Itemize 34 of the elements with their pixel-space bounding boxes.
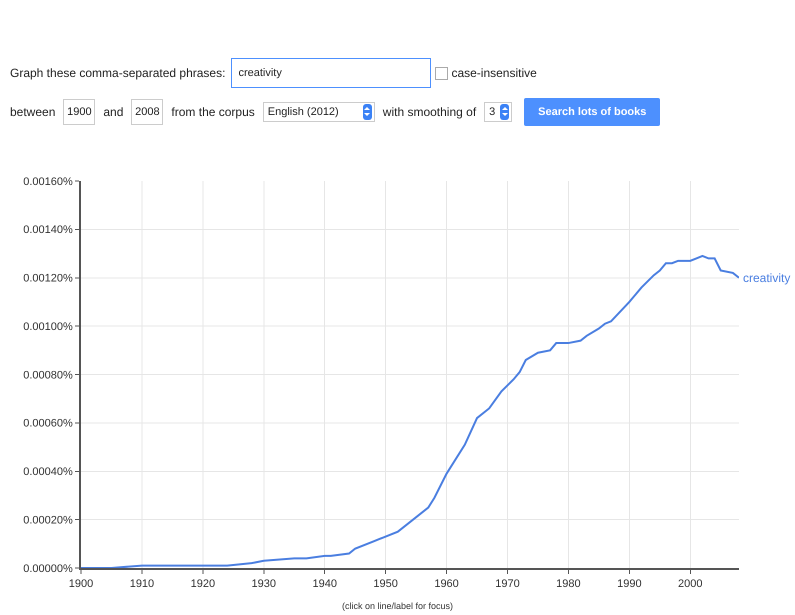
x-tick-label: 1930 [252,578,276,590]
x-tick-label: 1970 [495,578,520,590]
x-tick-label: 2000 [678,578,702,590]
y-tick-label: 0.00120% [23,272,74,285]
x-tick-label: 1940 [312,578,337,590]
number-field: 1900 [63,99,96,125]
text: and [103,105,124,119]
x-tick-label: 1920 [190,578,216,590]
x-tick-label: 1910 [130,578,154,590]
text: Graph these comma-separated phrases: [10,66,226,80]
text: (click on line/label for focus) [342,601,454,611]
x-tick-label: 1960 [434,578,459,590]
y-tick-label: 0.00080% [23,369,74,382]
y-tick-label: 0.00160% [23,176,74,188]
text-field: creativity [231,58,432,88]
x-tick-label: 1990 [617,578,642,590]
number-field: 2008 [131,99,164,125]
text: case-insensitive [451,66,537,80]
dropdown: 3 [484,102,512,122]
x-tick-label: 1980 [556,578,581,590]
text: between [10,105,56,119]
text: from the corpus [171,105,255,119]
y-tick-label: 0.00100% [23,320,74,333]
text: with smoothing of [382,105,476,119]
x-tick-label: 1950 [373,578,398,590]
y-tick-label: 0.00040% [23,466,74,478]
y-tick-label: 0.00140% [23,224,74,236]
x-tick-label: 1900 [68,578,94,590]
search-button: Search lots of books [524,98,660,126]
series-label: creativity [743,271,790,285]
y-tick-label: 0.00000% [23,562,74,575]
dropdown: English (2012) [262,102,375,122]
y-tick-label: 0.00060% [23,418,74,430]
y-tick-label: 0.00020% [23,514,74,526]
